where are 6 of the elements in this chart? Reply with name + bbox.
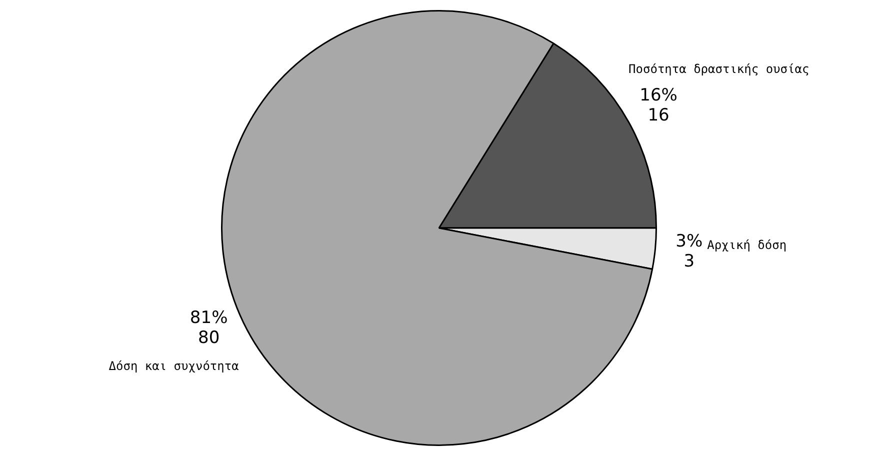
slice-label: Δόση και συχνότητα: [108, 358, 239, 373]
slice-label: Αρχική δόση: [707, 238, 787, 252]
slice-label: Ποσότητα δραστικής ουσίας: [628, 62, 810, 76]
data-label: 3% 3: [676, 231, 703, 272]
data-label: 16% 16: [640, 85, 678, 126]
data-label: 81% 80: [190, 308, 228, 348]
